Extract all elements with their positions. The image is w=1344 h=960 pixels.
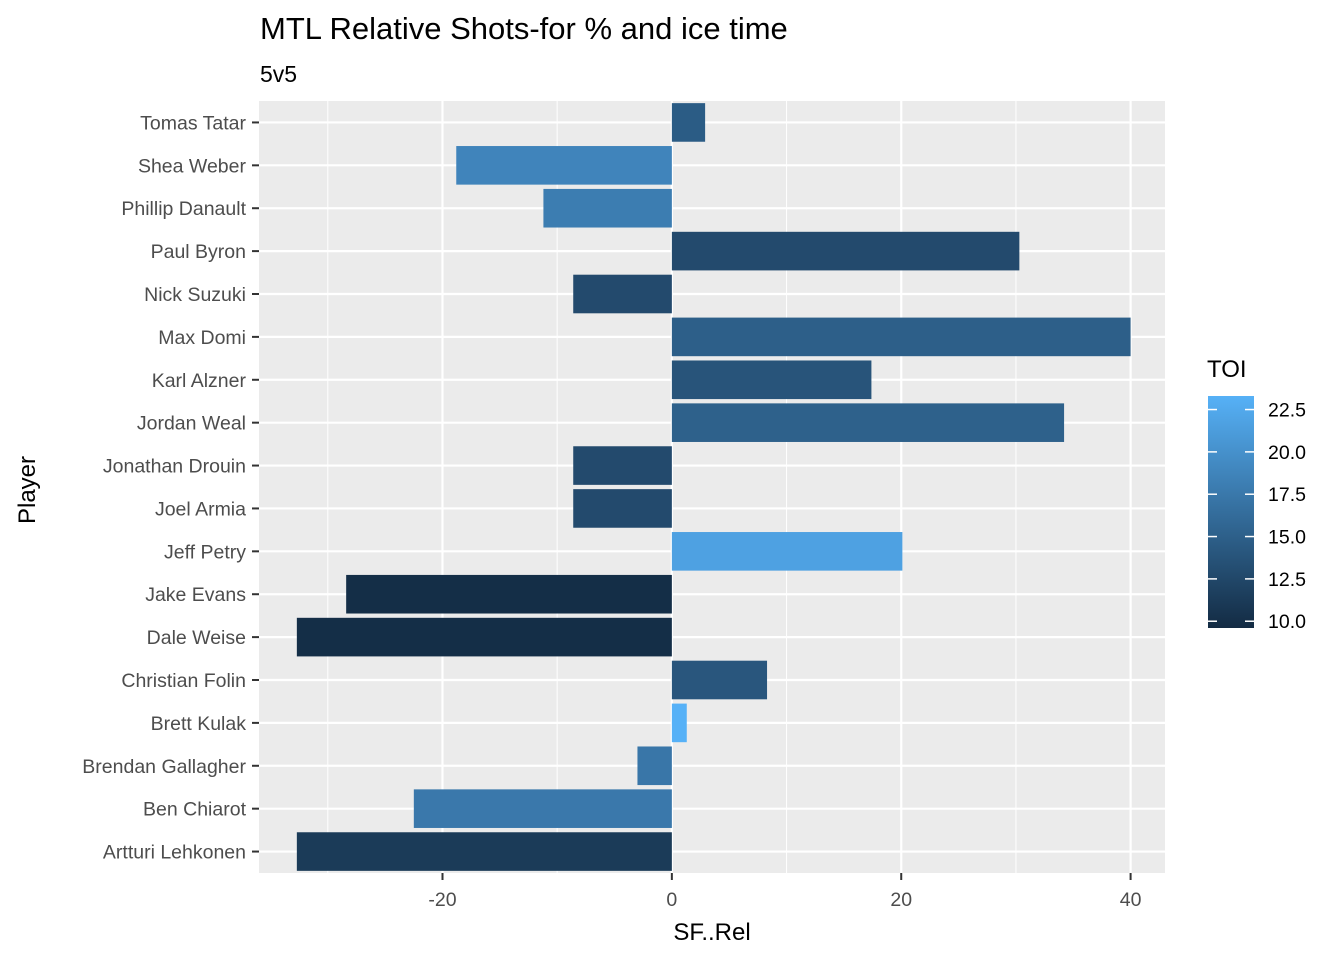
- y-tick-label: Max Domi: [158, 327, 246, 349]
- y-tick-label: Brett Kulak: [151, 713, 247, 735]
- plot-panel: [259, 101, 1165, 873]
- legend-tick-label: 22.5: [1268, 400, 1306, 422]
- x-axis-title: SF..Rel: [673, 919, 750, 946]
- bar-jeff-petry: [671, 532, 903, 571]
- legend-title: TOI: [1207, 356, 1247, 383]
- legend-tick-label: 17.5: [1268, 484, 1306, 506]
- x-tick-label: 40: [1120, 889, 1142, 911]
- bar-brett-kulak: [671, 703, 687, 743]
- bar-dale-weise: [296, 617, 672, 657]
- y-axis: Tomas Tatar Shea Weber Phillip Danault Paul…: [82, 112, 259, 864]
- y-tick-label: Jeff Petry: [164, 541, 246, 563]
- y-tick-label: Jake Evans: [145, 584, 246, 606]
- bar-jake-evans: [346, 574, 672, 614]
- bar-karl-alzner: [671, 360, 872, 400]
- legend-tick-label: 15.0: [1268, 527, 1306, 549]
- y-tick-label: Nick Suzuki: [144, 284, 246, 306]
- bar-artturi-lehkonen: [296, 832, 672, 871]
- legend: TOI 10.0 12.5 15.0 17.5 20.0 22.5: [1207, 356, 1306, 633]
- y-tick-label: Paul Byron: [151, 241, 246, 263]
- legend-ticks: 10.0 12.5 15.0 17.5 20.0 22.5: [1208, 400, 1306, 633]
- bars: [296, 103, 1131, 871]
- y-tick-label: Tomas Tatar: [140, 112, 246, 134]
- legend-tick-label: 20.0: [1268, 442, 1306, 464]
- chart-title: MTL Relative Shots-for % and ice time: [260, 11, 788, 46]
- bar-christian-folin: [671, 660, 768, 700]
- minor-gridlines: [327, 101, 1017, 873]
- bar-paul-byron: [671, 231, 1020, 271]
- bar-phillip-danault: [543, 188, 672, 228]
- bar-max-domi: [671, 317, 1131, 357]
- x-tick-label: 20: [890, 889, 912, 911]
- y-tick-label: Dale Weise: [147, 627, 246, 649]
- bar-joel-armia: [573, 489, 672, 528]
- bar-ben-chiarot: [413, 789, 672, 828]
- legend-tick-label: 10.0: [1268, 611, 1306, 633]
- y-tick-label: Jordan Weal: [137, 413, 246, 435]
- y-tick-label: Karl Alzner: [152, 370, 247, 392]
- y-tick-label: Artturi Lehkonen: [103, 842, 246, 864]
- bar-jonathan-drouin: [573, 446, 672, 485]
- bar-nick-suzuki: [573, 274, 672, 314]
- x-tick-label: -20: [428, 889, 456, 911]
- legend-colorbar: [1208, 396, 1254, 628]
- bar-jordan-weal: [671, 403, 1065, 442]
- legend-tick-label: 12.5: [1268, 569, 1306, 591]
- y-tick-label: Jonathan Drouin: [103, 456, 246, 478]
- y-tick-label: Phillip Danault: [121, 198, 246, 220]
- chart-subtitle: 5v5: [260, 61, 297, 87]
- y-tick-label: Brendan Gallagher: [82, 756, 246, 778]
- bar-shea-weber: [456, 146, 672, 185]
- x-tick-label: 0: [666, 889, 677, 911]
- bar-tomas-tatar: [671, 103, 706, 142]
- bar-brendan-gallagher: [637, 746, 672, 786]
- y-axis-title: Player: [14, 456, 41, 524]
- y-tick-label: Shea Weber: [138, 155, 247, 177]
- y-tick-label: Joel Armia: [155, 498, 246, 520]
- y-tick-label: Ben Chiarot: [143, 799, 247, 821]
- y-tick-label: Christian Folin: [121, 670, 246, 692]
- x-axis: -20 0 20 40: [428, 873, 1142, 911]
